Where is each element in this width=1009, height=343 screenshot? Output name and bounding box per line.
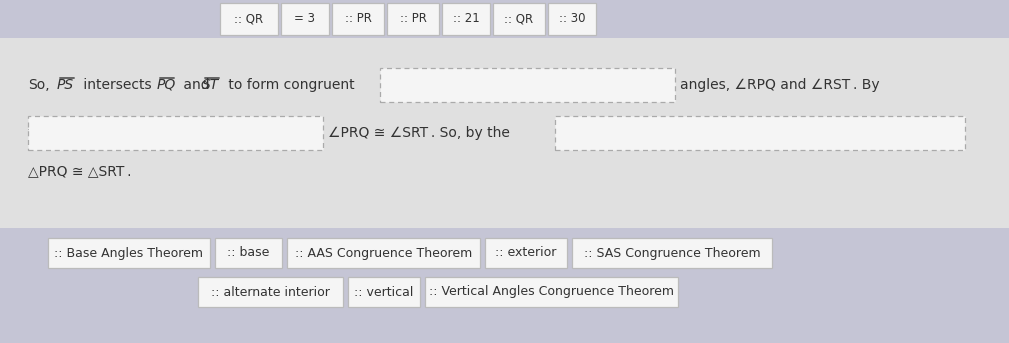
FancyBboxPatch shape <box>48 238 210 268</box>
Text: the: the <box>28 126 50 140</box>
Text: :: QR: :: QR <box>234 12 263 25</box>
FancyBboxPatch shape <box>387 3 439 35</box>
Text: PQ: PQ <box>157 78 177 92</box>
FancyBboxPatch shape <box>380 68 675 102</box>
FancyBboxPatch shape <box>442 3 490 35</box>
FancyBboxPatch shape <box>215 238 282 268</box>
Text: :: exterior: :: exterior <box>495 247 557 260</box>
FancyBboxPatch shape <box>332 3 384 35</box>
Text: :: alternate interior: :: alternate interior <box>211 285 330 298</box>
Text: :: AAS Congruence Theorem: :: AAS Congruence Theorem <box>295 247 472 260</box>
FancyBboxPatch shape <box>348 277 420 307</box>
Text: PS: PS <box>57 78 74 92</box>
FancyBboxPatch shape <box>555 116 965 150</box>
Text: :: 21: :: 21 <box>453 12 479 25</box>
Text: :: Vertical Angles Congruence Theorem: :: Vertical Angles Congruence Theorem <box>429 285 674 298</box>
Text: :: Base Angles Theorem: :: Base Angles Theorem <box>54 247 204 260</box>
FancyBboxPatch shape <box>0 228 1009 343</box>
Text: :: base: :: base <box>227 247 269 260</box>
Text: :: vertical: :: vertical <box>354 285 414 298</box>
FancyBboxPatch shape <box>572 238 772 268</box>
Text: ST: ST <box>202 78 219 92</box>
Text: ∠PRQ ≅ ∠SRT . So, by the: ∠PRQ ≅ ∠SRT . So, by the <box>328 126 510 140</box>
Text: :: PR: :: PR <box>344 12 371 25</box>
Text: △PRQ ≅ △SRT .: △PRQ ≅ △SRT . <box>28 164 131 178</box>
Text: to form congruent: to form congruent <box>224 78 354 92</box>
Text: :: 30: :: 30 <box>559 12 585 25</box>
FancyBboxPatch shape <box>198 277 343 307</box>
FancyBboxPatch shape <box>0 0 1009 38</box>
Text: angles, ∠RPQ and ∠RST . By: angles, ∠RPQ and ∠RST . By <box>680 78 880 92</box>
Text: So,: So, <box>28 78 49 92</box>
Text: :: QR: :: QR <box>504 12 534 25</box>
FancyBboxPatch shape <box>28 116 323 150</box>
FancyBboxPatch shape <box>287 238 480 268</box>
Text: and: and <box>179 78 214 92</box>
Text: :: SAS Congruence Theorem: :: SAS Congruence Theorem <box>583 247 761 260</box>
FancyBboxPatch shape <box>281 3 329 35</box>
FancyBboxPatch shape <box>548 3 596 35</box>
FancyBboxPatch shape <box>485 238 567 268</box>
Text: = 3: = 3 <box>295 12 316 25</box>
FancyBboxPatch shape <box>425 277 678 307</box>
FancyBboxPatch shape <box>493 3 545 35</box>
Text: intersects: intersects <box>79 78 156 92</box>
Text: :: PR: :: PR <box>400 12 427 25</box>
FancyBboxPatch shape <box>220 3 278 35</box>
